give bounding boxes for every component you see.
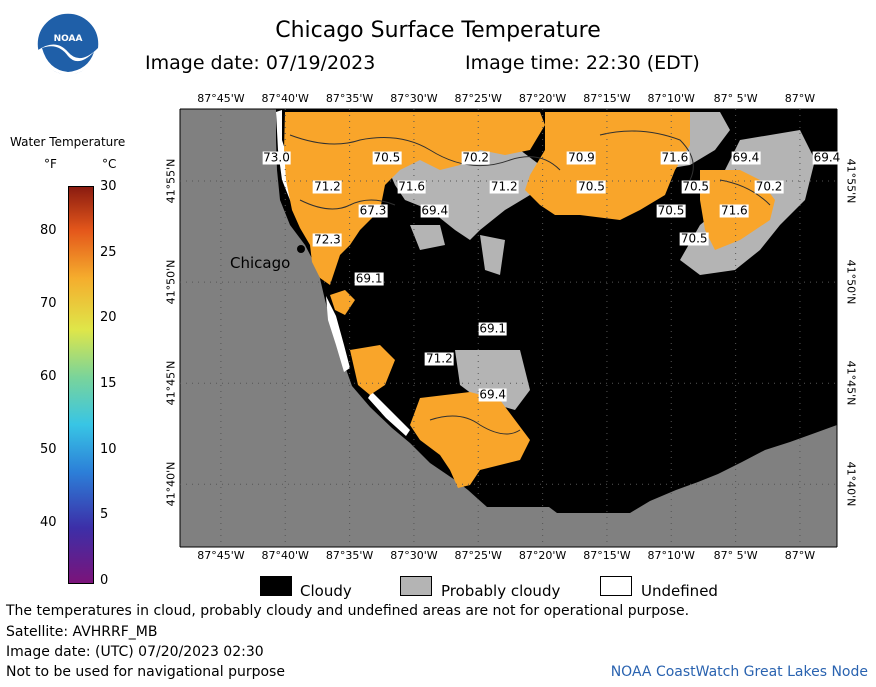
temperature-label: 71.2 — [425, 351, 454, 366]
lat-label-left: 41°40'N — [164, 461, 178, 507]
lon-label-bot: 87°W — [784, 549, 816, 562]
legend-swatch-cloudy — [260, 576, 292, 596]
legend-label-cloudy: Cloudy — [300, 582, 352, 600]
legend-swatch-probably-cloudy — [400, 576, 432, 596]
lon-label-top: 87°45'W — [197, 92, 245, 105]
colorbar-title: Water Temperature — [10, 135, 126, 149]
legend-label-probably-cloudy: Probably cloudy — [441, 582, 561, 600]
colorbar-unit-f: °F — [44, 157, 57, 171]
colorbar-tick-c: 25 — [100, 244, 117, 260]
lon-label-bot: 87°35'W — [325, 549, 374, 562]
temperature-label: 72.3 — [313, 232, 342, 247]
temperature-label: 69.4 — [420, 203, 450, 218]
lat-label-left: 41°50'N — [164, 259, 178, 305]
temperature-label: 70.5 — [681, 179, 711, 194]
temperature-label: 71.2 — [489, 179, 519, 194]
temperature-label: 73.0 — [262, 150, 291, 165]
colorbar-tick-c: 15 — [100, 376, 117, 391]
temperature-label: 71.6 — [719, 203, 749, 218]
lon-label-bot: 87°20'W — [518, 549, 567, 562]
temperature-label: 71.2 — [313, 179, 342, 194]
lon-label-top: 87°40'W — [261, 92, 309, 105]
credit-text: NOAA CoastWatch Great Lakes Node — [610, 664, 868, 680]
temperature-label: 70.5 — [577, 179, 606, 194]
lon-label-bot: 87°10'W — [647, 549, 695, 562]
colorbar-tick-f: 80 — [40, 222, 57, 238]
temperature-label: 69.4 — [812, 150, 842, 165]
temperature-label: 70.2 — [461, 150, 491, 165]
lon-label-bot: 87°25'W — [454, 549, 502, 562]
noaa-logo: NOAA — [36, 12, 100, 76]
colorbar-unit-c: °C — [102, 157, 117, 171]
chicago-marker — [297, 245, 305, 253]
lat-label-left: 41°55'N — [164, 158, 178, 204]
temperature-label: 69.4 — [731, 150, 761, 165]
disclaimer-text: The temperatures in cloud, probably clou… — [6, 603, 690, 619]
temperature-label: 70.5 — [372, 150, 402, 165]
isotherms — [289, 130, 771, 435]
colorbar-tick-f: 60 — [40, 368, 57, 384]
lon-label-bot: 87° 5'W — [713, 549, 758, 562]
lon-label-top: 87°20'W — [518, 92, 567, 105]
lon-label-top: 87° 5'W — [713, 92, 758, 105]
lon-label-bot: 87°45'W — [197, 549, 245, 562]
colorbar — [68, 186, 94, 584]
lon-label-top: 87°W — [784, 92, 816, 105]
temperature-label: 69.1 — [354, 271, 384, 286]
temperature-label: 70.9 — [567, 150, 596, 165]
lon-label-bot: 87°40'W — [261, 549, 309, 562]
colorbar-tick-f: 50 — [40, 441, 57, 457]
lat-label-right: 41°55'N — [844, 158, 858, 204]
navigation-warning: Not to be used for navigational purpose — [6, 664, 285, 680]
temperature-label: 69.1 — [478, 321, 508, 336]
lon-label-top: 87°15'W — [583, 92, 631, 105]
lon-label-top: 87°35'W — [325, 92, 374, 105]
logo-text: NOAA — [54, 34, 83, 44]
temperature-label: 70.5 — [656, 203, 686, 218]
temperature-label: 67.3 — [358, 203, 388, 218]
lon-label-top: 87°30'W — [390, 92, 438, 105]
lat-label-right: 41°40'N — [844, 461, 858, 507]
colorbar-tick-f: 70 — [40, 295, 57, 311]
temperature-label: 70.2 — [754, 179, 784, 194]
legend-swatch-undefined — [600, 576, 632, 596]
satellite-text: Satellite: AVHRRF_MB — [6, 624, 158, 640]
image-date: Image date: 07/19/2023 — [145, 52, 376, 74]
temperature-label: 71.6 — [397, 179, 426, 194]
colorbar-tick-c: 20 — [100, 310, 117, 326]
lat-label-right: 41°45'N — [844, 360, 858, 406]
city-label-chicago: Chicago — [230, 254, 291, 272]
lat-label-right: 41°50'N — [844, 259, 858, 305]
lon-label-top: 87°10'W — [647, 92, 695, 105]
lat-label-left: 41°45'N — [164, 360, 178, 406]
colorbar-tick-c: 0 — [100, 573, 109, 588]
colorbar-tick-f: 40 — [40, 514, 57, 530]
temperature-label: 70.5 — [679, 231, 709, 246]
page-title: Chicago Surface Temperature — [275, 18, 601, 43]
legend-label-undefined: Undefined — [641, 582, 718, 600]
lon-label-bot: 87°15'W — [583, 549, 631, 562]
colorbar-tick-c: 10 — [100, 441, 117, 457]
utc-date-text: Image date: (UTC) 07/20/2023 02:30 — [6, 644, 264, 660]
temperature-label: 71.6 — [660, 150, 690, 165]
lon-label-bot: 87°30'W — [390, 549, 438, 562]
colorbar-tick-c: 30 — [100, 179, 117, 194]
image-time: Image time: 22:30 (EDT) — [465, 52, 700, 74]
lon-label-top: 87°25'W — [454, 92, 502, 105]
temperature-label: 69.4 — [478, 387, 508, 402]
colorbar-tick-c: 5 — [100, 507, 109, 523]
